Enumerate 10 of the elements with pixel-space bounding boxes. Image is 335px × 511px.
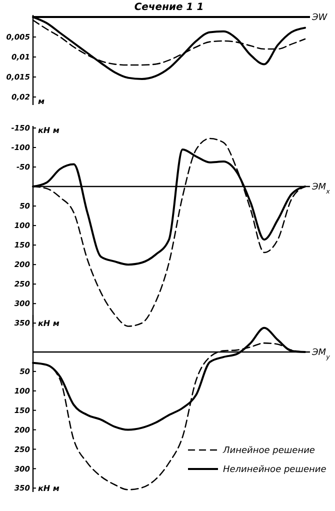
x-axis-title: ЭM$_{y}$	[311, 348, 330, 361]
legend-label: Линейное решение	[222, 446, 316, 456]
annotation: кН м	[38, 484, 60, 493]
annotation: кН м	[38, 318, 60, 328]
annotation: м	[38, 96, 45, 106]
x-axis-title: ЭM$_{x}$	[311, 182, 330, 196]
legend-label: Нелинейное решение	[223, 465, 327, 476]
chart-title: Сечение 1 1	[134, 2, 204, 13]
x-axis-title: ЭW	[311, 13, 328, 24]
y-axis-title: кН м	[38, 126, 60, 135]
